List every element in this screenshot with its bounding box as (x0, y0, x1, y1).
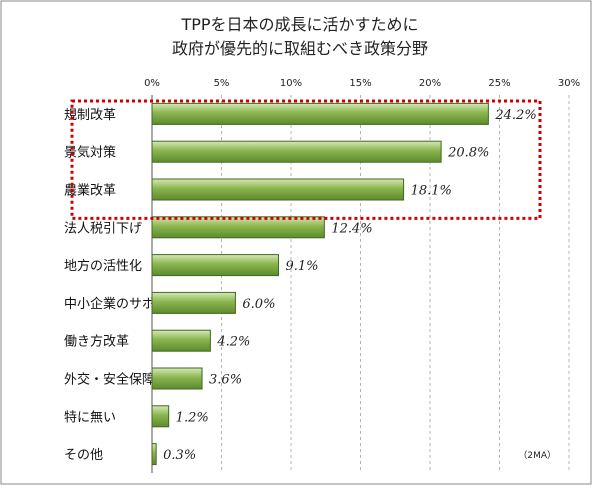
bar (151, 405, 170, 428)
value-label: 12.4% (331, 221, 372, 236)
category-label: 地方の活性化 (64, 258, 142, 274)
x-tick-label: 10% (280, 78, 302, 89)
bar (151, 291, 236, 314)
value-labels: 24.2% 20.8% 18.1% 12.4% 9.1% 6.0% 4.2% 3.6% 1.2%… (163, 108, 537, 463)
value-label: 9.1% (285, 259, 318, 274)
x-tick-label: 0% (144, 78, 160, 89)
category-label: その他 (64, 448, 103, 463)
value-label: 18.1% (411, 184, 452, 199)
value-label: 20.8% (447, 146, 489, 161)
category-label: 農業改革 (64, 183, 116, 199)
bar (151, 216, 325, 239)
sample-note: （2MA） (518, 450, 556, 461)
value-label: 3.6% (209, 373, 242, 388)
bar (151, 254, 279, 277)
bars (151, 102, 489, 466)
bar (151, 102, 489, 125)
x-tick-label: 5% (214, 78, 230, 89)
x-axis-ticks: 0% 5% 10% 15% 20% 25% 30% (144, 78, 580, 89)
value-label: 24.2% (494, 108, 536, 123)
bar (151, 140, 442, 163)
x-tick-label: 15% (349, 78, 371, 89)
category-label: 特に無い (64, 410, 116, 425)
chart-title-line-1: TPPを日本の成長に活かすために (180, 15, 418, 34)
x-tick-label: 25% (488, 78, 510, 89)
x-tick-label: 20% (419, 78, 441, 89)
bar (151, 178, 405, 201)
bar (151, 367, 203, 390)
value-label: 6.0% (242, 297, 275, 312)
value-label: 0.3% (163, 448, 196, 463)
category-label: 景気対策 (64, 145, 116, 161)
highlight-box (70, 99, 542, 220)
value-label: 4.2% (216, 335, 250, 350)
bar (151, 329, 211, 352)
category-label: 法人税引下げ (64, 221, 142, 236)
value-label: 1.2% (176, 410, 209, 425)
category-label: 働き方改革 (64, 334, 129, 350)
category-label: 規制改革 (64, 108, 116, 123)
x-tick-label: 30% (558, 78, 580, 89)
chart-title-line-2: 政府が優先的に取組むべき政策分野 (172, 39, 428, 58)
bar (151, 443, 157, 466)
